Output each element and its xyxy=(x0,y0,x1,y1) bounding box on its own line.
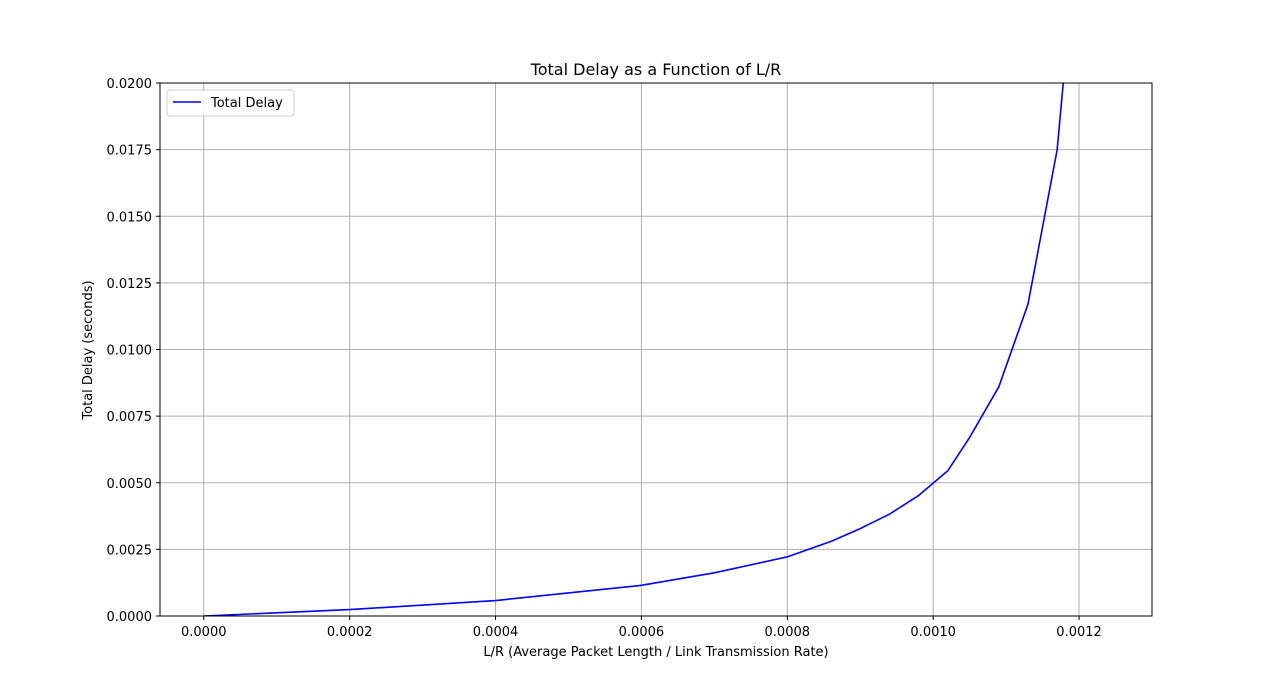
series-layer xyxy=(203,83,1065,616)
series-line-total-delay xyxy=(203,83,1065,616)
grid xyxy=(160,82,1152,617)
x-tick-label: 0.0002 xyxy=(327,625,373,640)
y-axis: 0.0000 0.0025 0.0050 0.0075 0.0100 0.0125 0.01… xyxy=(107,77,160,625)
x-tick-label: 0.0000 xyxy=(181,625,227,640)
y-axis-label: Total Delay (seconds) xyxy=(81,280,96,420)
x-tick-label: 0.0012 xyxy=(1056,625,1102,640)
y-tick-label: 0.0125 xyxy=(107,277,153,292)
y-tick-label: 0.0150 xyxy=(107,210,153,225)
x-tick-label: 0.0010 xyxy=(910,625,956,640)
x-tick-label: 0.0006 xyxy=(619,625,665,640)
chart-title: Total Delay as a Function of L/R xyxy=(530,60,782,79)
y-tick-label: 0.0200 xyxy=(107,77,153,92)
x-axis-label: L/R (Average Packet Length / Link Transm… xyxy=(483,645,828,660)
legend-label-total-delay: Total Delay xyxy=(210,96,283,111)
y-tick-label: 0.0000 xyxy=(107,610,153,625)
legend: Total Delay xyxy=(166,89,295,117)
y-tick-label: 0.0025 xyxy=(107,543,153,558)
y-tick-label: 0.0050 xyxy=(107,477,153,492)
y-tick-label: 0.0075 xyxy=(107,410,153,425)
x-tick-label: 0.0008 xyxy=(765,625,811,640)
x-axis: 0.0000 0.0002 0.0004 0.0006 0.0008 0.0010 0.00… xyxy=(181,616,1102,640)
y-tick-label: 0.0100 xyxy=(107,344,153,359)
x-tick-label: 0.0004 xyxy=(473,625,519,640)
y-tick-label: 0.0175 xyxy=(107,144,153,159)
legend-box xyxy=(166,89,295,117)
